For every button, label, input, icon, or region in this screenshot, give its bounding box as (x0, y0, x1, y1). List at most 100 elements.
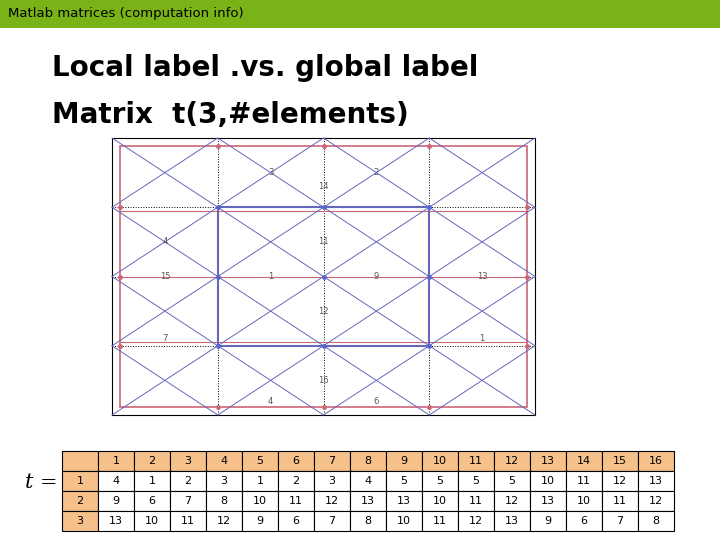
Text: 11: 11 (613, 496, 627, 506)
Text: 5: 5 (256, 456, 264, 466)
Text: 4: 4 (162, 238, 168, 246)
Text: 4: 4 (268, 397, 274, 406)
Text: 7: 7 (162, 334, 168, 343)
Text: 1: 1 (76, 476, 84, 486)
Text: 13: 13 (505, 516, 519, 526)
Text: 11: 11 (289, 496, 303, 506)
Text: 3: 3 (328, 476, 336, 486)
Bar (62, 471, 98, 491)
Text: 12: 12 (318, 307, 329, 315)
Text: 11: 11 (469, 496, 483, 506)
Bar (638, 511, 674, 531)
Bar (530, 511, 566, 531)
Text: 6: 6 (374, 397, 379, 406)
Bar (112, 138, 535, 415)
Text: 7: 7 (328, 516, 336, 526)
Bar (206, 511, 242, 531)
Bar (458, 471, 494, 491)
Bar (206, 471, 242, 491)
Bar (206, 491, 242, 511)
Text: 5: 5 (472, 476, 480, 486)
Bar (530, 451, 566, 471)
Text: 7: 7 (184, 496, 192, 506)
Bar (278, 491, 314, 511)
Bar (278, 511, 314, 531)
Text: 1: 1 (148, 476, 156, 486)
Text: 10: 10 (433, 456, 447, 466)
Text: 2: 2 (184, 476, 192, 486)
Text: 11: 11 (318, 238, 329, 246)
Bar (386, 491, 422, 511)
Bar (170, 511, 206, 531)
Text: 16: 16 (318, 376, 329, 385)
Bar (206, 451, 242, 471)
Text: 16: 16 (649, 456, 663, 466)
Bar (566, 451, 602, 471)
Bar (62, 451, 98, 471)
Text: 10: 10 (253, 496, 267, 506)
Bar (134, 511, 170, 531)
Text: 13: 13 (397, 496, 411, 506)
Bar (170, 491, 206, 511)
Text: 10: 10 (577, 496, 591, 506)
Text: 1: 1 (268, 272, 274, 281)
Bar (386, 471, 422, 491)
Bar (98, 491, 134, 511)
Bar (62, 491, 98, 511)
Text: 8: 8 (364, 516, 372, 526)
Bar (314, 511, 350, 531)
Text: 3: 3 (76, 516, 84, 526)
Bar (217, 207, 429, 346)
Text: 10: 10 (433, 496, 447, 506)
Text: 9: 9 (256, 516, 264, 526)
Text: 1: 1 (480, 334, 485, 343)
Bar (566, 511, 602, 531)
Bar (530, 491, 566, 511)
Text: 2: 2 (148, 456, 156, 466)
Text: t =: t = (25, 472, 58, 491)
Bar (386, 511, 422, 531)
Bar (0, 0, 720, 28)
Bar (134, 491, 170, 511)
Text: 8: 8 (364, 456, 372, 466)
Text: 3: 3 (220, 476, 228, 486)
Text: 6: 6 (580, 516, 588, 526)
Bar (98, 511, 134, 531)
Bar (602, 451, 638, 471)
Bar (170, 451, 206, 471)
Text: 10: 10 (145, 516, 159, 526)
Text: 14: 14 (577, 456, 591, 466)
Text: 15: 15 (613, 456, 627, 466)
Text: 12: 12 (505, 456, 519, 466)
Bar (638, 451, 674, 471)
Text: 12: 12 (505, 496, 519, 506)
Text: 6: 6 (148, 496, 156, 506)
Text: 12: 12 (325, 496, 339, 506)
Text: 3: 3 (268, 168, 274, 177)
Text: 4: 4 (112, 476, 120, 486)
Text: 11: 11 (433, 516, 447, 526)
Text: 3: 3 (184, 456, 192, 466)
Bar (638, 491, 674, 511)
Text: 11: 11 (181, 516, 195, 526)
Bar (62, 511, 98, 531)
Bar (602, 511, 638, 531)
Text: 4: 4 (220, 456, 228, 466)
Bar (350, 491, 386, 511)
Text: 13: 13 (109, 516, 123, 526)
Bar (422, 451, 458, 471)
Text: 2: 2 (76, 496, 84, 506)
Bar (314, 451, 350, 471)
Bar (134, 451, 170, 471)
Bar (120, 146, 527, 407)
Text: 13: 13 (649, 476, 663, 486)
Text: 6: 6 (292, 456, 300, 466)
Text: 11: 11 (577, 476, 591, 486)
Text: 8: 8 (652, 516, 660, 526)
Text: 15: 15 (160, 272, 170, 281)
Text: 1: 1 (256, 476, 264, 486)
Bar (602, 471, 638, 491)
Text: 13: 13 (361, 496, 375, 506)
Text: 7: 7 (616, 516, 624, 526)
Text: 1: 1 (112, 456, 120, 466)
